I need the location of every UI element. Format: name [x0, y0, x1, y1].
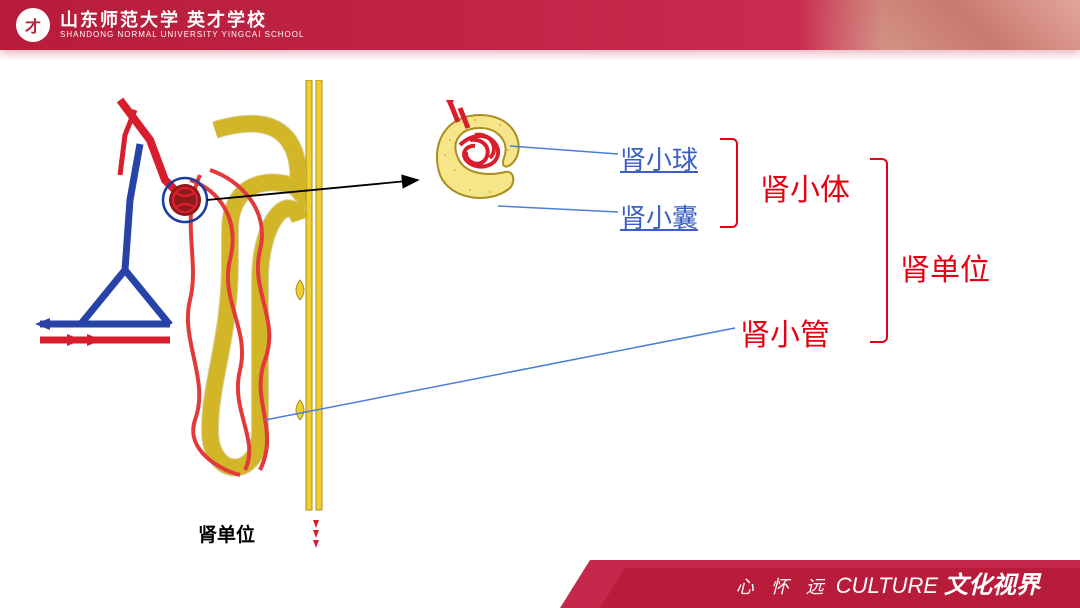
bracket-nephron [870, 158, 888, 343]
campus-photo [800, 0, 1080, 50]
label-nephron: 肾单位 [900, 245, 990, 289]
school-name-en: SHANDONG NORMAL UNIVERSITY YINGCAI SCHOO… [60, 31, 304, 40]
label-glomerulus: 肾小球 [620, 140, 698, 177]
footer-culture: CULTURE [836, 573, 938, 599]
footer-cn: 文化视界 [944, 565, 1040, 600]
label-capsule: 肾小囊 [620, 198, 698, 235]
logo-char: 才 [25, 13, 41, 37]
header-bar: 才 山东师范大学 英才学校 SHANDONG NORMAL UNIVERSITY… [0, 0, 1080, 50]
footer-text: 心 怀 远 CULTURE 文化视界 [736, 565, 1040, 600]
school-name-cn: 山东师范大学 英才学校 [60, 11, 304, 31]
school-logo: 才 [16, 8, 50, 42]
label-tubule: 肾小管 [740, 310, 830, 354]
footer-motto: 心 怀 远 [736, 573, 830, 599]
footer-bar: 心 怀 远 CULTURE 文化视界 [0, 560, 1080, 608]
label-corpuscle: 肾小体 [760, 165, 850, 209]
slide-content: 肾单位 肾小球 肾小囊 肾小体 肾小 [0, 50, 1080, 560]
school-name-block: 山东师范大学 英才学校 SHANDONG NORMAL UNIVERSITY Y… [60, 11, 304, 40]
pointer-lines [0, 50, 1080, 560]
bracket-corpuscle [720, 138, 738, 228]
